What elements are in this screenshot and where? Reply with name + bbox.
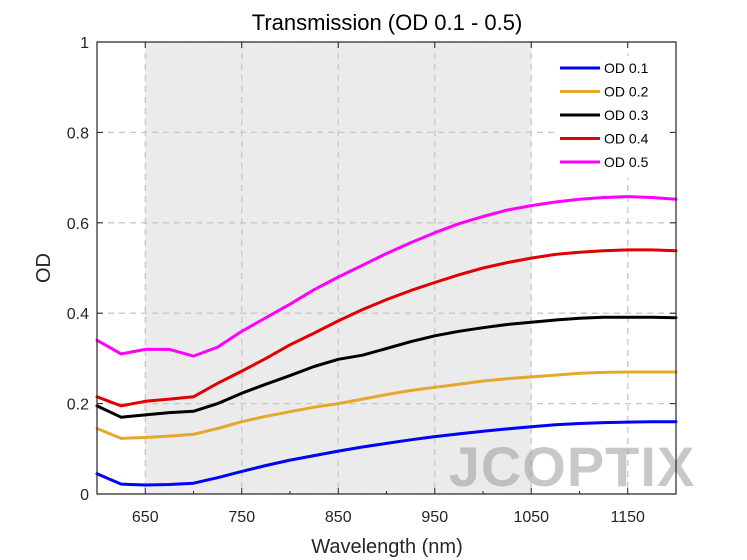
x-tick-label: 1150 <box>611 509 646 526</box>
legend-label: OD 0.2 <box>604 84 649 100</box>
series-line-od-0-2 <box>95 370 678 440</box>
x-tick-label: 850 <box>325 509 352 526</box>
x-axis-label: Wavelength (nm) <box>311 536 463 558</box>
y-tick-label: 1 <box>80 35 89 52</box>
series-line-od-0-5 <box>95 195 678 358</box>
y-tick-label: 0.4 <box>67 306 89 323</box>
y-tick-label: 0.8 <box>67 125 89 142</box>
x-tick-label: 950 <box>421 509 448 526</box>
x-tick-label: 650 <box>132 509 159 526</box>
chart-title: Transmission (OD 0.1 - 0.5) <box>252 10 523 35</box>
y-tick-label: 0 <box>80 487 89 504</box>
y-tick-label: 0.2 <box>67 397 89 414</box>
x-tick-label: 1050 <box>513 509 549 526</box>
legend-label: OD 0.4 <box>604 131 649 147</box>
series-line-od-0-4 <box>95 248 678 408</box>
y-tick-label: 0.6 <box>67 216 89 233</box>
legend-label: OD 0.3 <box>604 107 649 123</box>
legend: OD 0.1 OD 0.2 OD 0.3 OD 0.4 OD 0.5 <box>554 56 670 178</box>
series-line-od-0-1 <box>95 420 678 487</box>
axis-ticks: 650 750 850 950 1050 1150 0 0.2 0.4 0.6 0.8 1 <box>67 35 677 526</box>
x-tick-label: 750 <box>228 509 255 526</box>
y-axis-label: OD <box>33 253 55 283</box>
legend-box <box>554 56 670 178</box>
series-lines <box>95 195 678 487</box>
series-line-od-0-3 <box>95 315 678 419</box>
watermark-logo: JCOPTIX <box>449 435 696 498</box>
legend-label: OD 0.5 <box>604 154 649 170</box>
legend-label: OD 0.1 <box>604 60 649 76</box>
